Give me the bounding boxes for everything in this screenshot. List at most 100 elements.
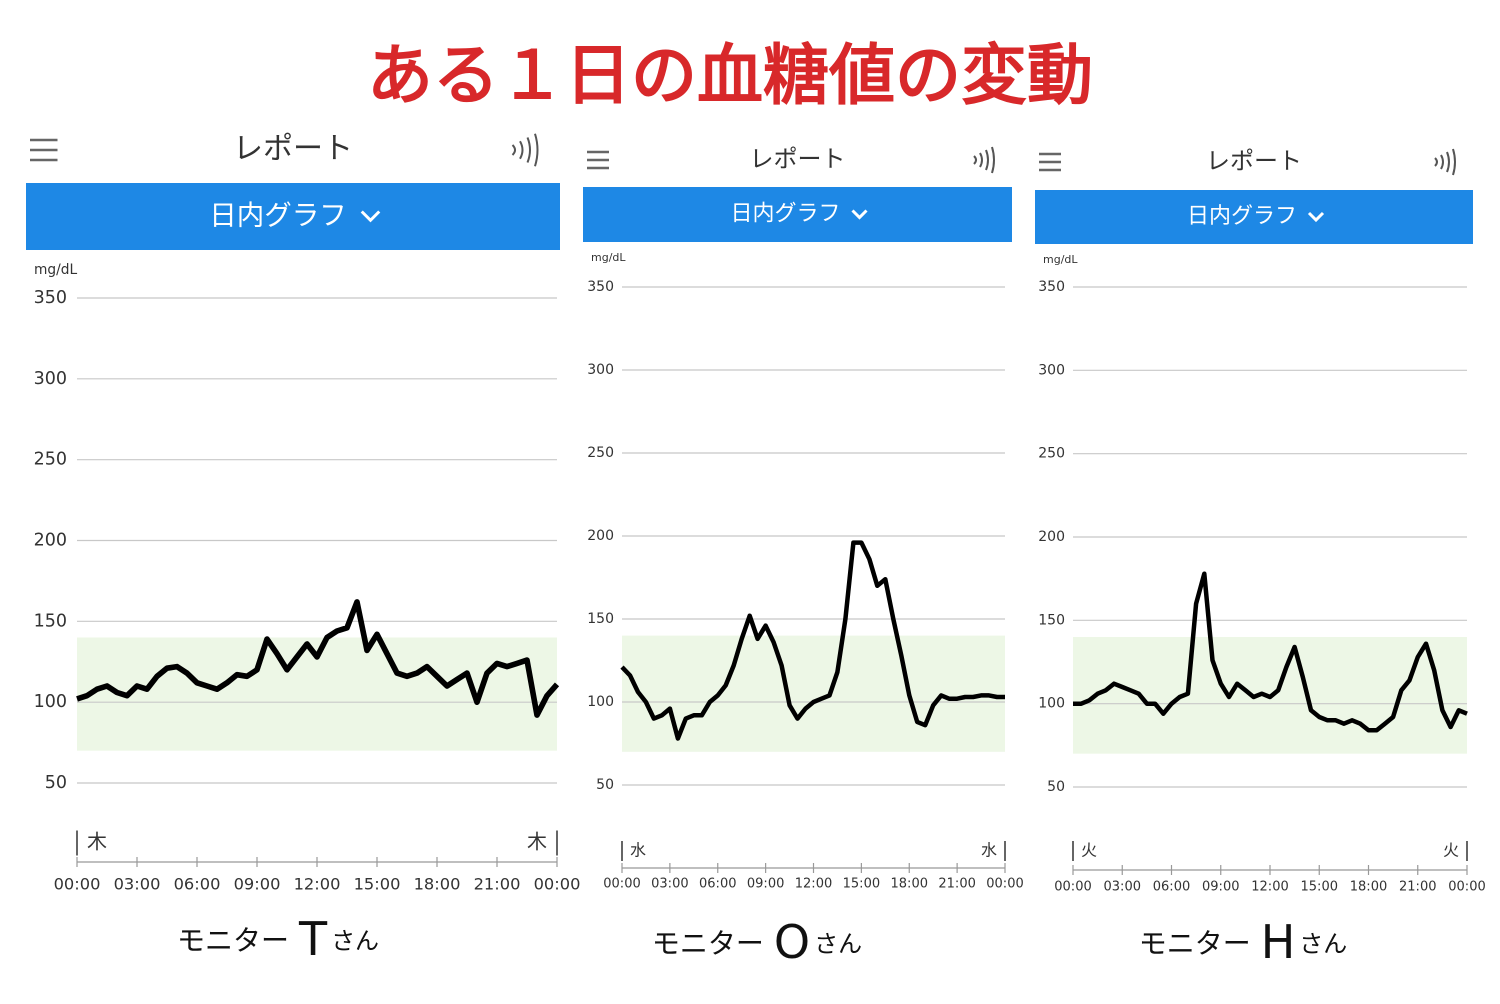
day-label: 火	[1081, 841, 1097, 860]
caption-prefix: モニター	[652, 927, 764, 960]
y-tick-label: 150	[587, 611, 614, 627]
y-axis-label: mg/dL	[34, 262, 77, 278]
dropdown-chevron[interactable]	[851, 209, 868, 220]
x-tick-label: 09:00	[1202, 880, 1239, 895]
y-tick-label: 100	[34, 692, 67, 712]
header-title: レポート	[750, 145, 846, 173]
x-tick-label: 06:00	[174, 875, 221, 894]
nfc-icon	[1440, 154, 1444, 170]
x-tick-label: 15:00	[1301, 880, 1338, 895]
x-tick-label: 00:00	[986, 877, 1023, 892]
x-tick-label: 06:00	[699, 877, 736, 892]
y-tick-label: 200	[587, 528, 614, 544]
x-tick-label: 18:00	[891, 877, 928, 892]
day-label: 木	[87, 830, 107, 854]
y-tick-label: 50	[596, 777, 614, 793]
nfc-icon	[511, 144, 516, 156]
x-tick-label: 00:00	[603, 877, 640, 892]
header-title: レポート	[1206, 147, 1302, 175]
dropdown-chevron[interactable]	[1307, 211, 1325, 223]
y-tick-label: 300	[587, 362, 614, 378]
caption-prefix: モニター	[177, 924, 289, 957]
dropdown-label[interactable]: 日内グラフ	[209, 200, 347, 232]
header-title: レポート	[233, 132, 353, 167]
x-tick-label: 00:00	[1054, 880, 1091, 895]
y-tick-label: 100	[1038, 696, 1065, 712]
glucose-line	[76, 599, 560, 718]
x-tick-label: 09:00	[234, 875, 281, 894]
x-tick-label: 06:00	[1153, 880, 1190, 895]
caption: モニター O さん	[652, 915, 862, 969]
dropdown-label[interactable]: 日内グラフ	[730, 202, 840, 227]
caption-name: O	[774, 915, 810, 969]
x-tick-label: 03:00	[1104, 880, 1141, 895]
x-tick-label: 15:00	[843, 877, 880, 892]
caption-name: T	[298, 912, 328, 966]
nfc-icon	[534, 133, 539, 167]
nfc-icon	[1446, 151, 1450, 173]
dropdown-bar	[583, 187, 1012, 242]
dropdown-chevron[interactable]	[360, 210, 381, 223]
y-axis-label: mg/dL	[1043, 253, 1078, 266]
y-tick-label: 50	[45, 773, 67, 793]
y-tick-label: 150	[34, 611, 67, 631]
caption-suffix: さん	[1299, 930, 1347, 958]
x-tick-label: 03:00	[651, 877, 688, 892]
y-tick-label: 250	[34, 450, 67, 470]
y-tick-label: 350	[1038, 279, 1065, 295]
day-label: 火	[1443, 841, 1459, 860]
caption-prefix: モニター	[1139, 927, 1251, 960]
nfc-icon	[1452, 148, 1456, 176]
x-tick-label: 21:00	[474, 875, 521, 894]
caption: モニター T さん	[177, 912, 379, 966]
y-tick-label: 100	[587, 694, 614, 710]
nfc-icon	[1434, 157, 1438, 167]
day-label: 水	[981, 841, 997, 860]
day-label: 木	[527, 830, 547, 854]
nfc-icon	[985, 149, 989, 171]
y-tick-label: 50	[1047, 779, 1065, 795]
x-tick-label: 12:00	[795, 877, 832, 892]
nfc-icon	[991, 146, 995, 174]
day-label: 水	[630, 841, 646, 860]
glucose-line	[620, 540, 1005, 741]
y-tick-label: 200	[1038, 529, 1065, 545]
x-tick-label: 09:00	[747, 877, 784, 892]
x-tick-label: 15:00	[354, 875, 401, 894]
y-tick-label: 250	[587, 445, 614, 461]
y-tick-label: 200	[34, 531, 67, 551]
y-tick-label: 300	[34, 369, 67, 389]
dropdown-bar	[26, 183, 560, 250]
x-tick-label: 12:00	[1251, 880, 1288, 895]
x-tick-label: 00:00	[54, 875, 101, 894]
x-tick-label: 18:00	[414, 875, 461, 894]
x-tick-label: 21:00	[938, 877, 975, 892]
x-tick-label: 21:00	[1399, 880, 1436, 895]
nfc-icon	[979, 152, 983, 168]
nfc-icon	[526, 137, 531, 163]
nfc-icon	[973, 155, 977, 165]
dropdown-label[interactable]: 日内グラフ	[1187, 204, 1297, 229]
page-title: ある１日の血糖値の変動	[367, 37, 1093, 114]
y-axis-label: mg/dL	[591, 251, 626, 264]
y-tick-label: 350	[34, 288, 67, 308]
caption-suffix: さん	[814, 930, 862, 958]
dropdown-bar	[1035, 190, 1473, 244]
glucose-line	[1073, 571, 1468, 733]
y-tick-label: 150	[1038, 612, 1065, 628]
y-tick-label: 250	[1038, 446, 1065, 462]
x-tick-label: 18:00	[1350, 880, 1387, 895]
caption: モニター H さん	[1139, 915, 1348, 969]
x-tick-label: 00:00	[1448, 880, 1485, 895]
y-tick-label: 350	[587, 279, 614, 295]
y-tick-label: 300	[1038, 362, 1065, 378]
nfc-icon	[519, 140, 524, 160]
x-tick-label: 12:00	[294, 875, 341, 894]
x-tick-label: 03:00	[114, 875, 161, 894]
caption-suffix: さん	[331, 927, 379, 955]
